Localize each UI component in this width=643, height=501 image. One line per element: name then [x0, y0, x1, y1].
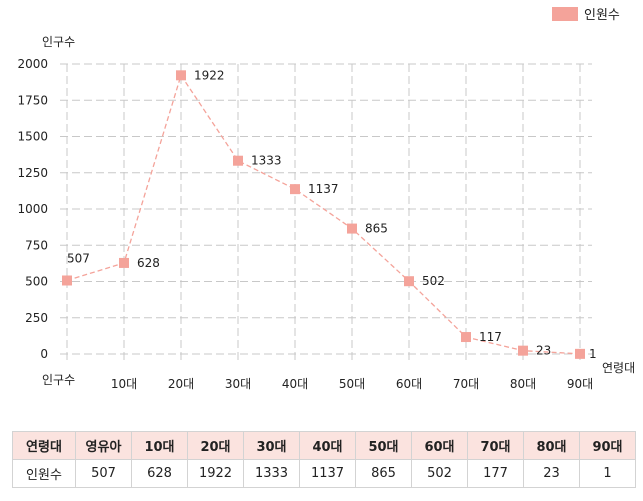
x-tick-label: 80대	[510, 377, 536, 391]
y-axis-title: 인구수	[42, 35, 75, 49]
legend-label: 인원수	[584, 8, 620, 23]
y-tick-label: 750	[25, 238, 48, 252]
data-label: 1137	[308, 182, 339, 196]
table-header-cell: 20대	[187, 431, 244, 460]
data-table: 연령대 영유아 10대 20대 30대 40대 50대 60대 70대 80대 …	[12, 431, 636, 488]
data-label: 1333	[251, 154, 282, 168]
x-tick-label: 20대	[168, 377, 194, 391]
y-tick-label: 0	[40, 347, 48, 361]
table-cell: 628	[131, 459, 188, 488]
x-tick-label: 40대	[282, 377, 308, 391]
table-header-cell: 10대	[131, 431, 188, 460]
x-tick-label: 인구수	[42, 373, 75, 387]
table-cell: 1	[579, 459, 636, 488]
x-tick-label: 10대	[111, 377, 137, 391]
x-axis-title: 연령대	[602, 361, 635, 375]
data-point	[233, 155, 243, 166]
x-tick-label: 70대	[453, 377, 479, 391]
x-axis-ticks: 인구수 10대 20대 30대 40대 50대 60대 70대 80대 90대	[42, 373, 593, 391]
y-tick-label: 1500	[17, 130, 48, 144]
table-cell: 23	[523, 459, 580, 488]
data-label: 502	[422, 274, 445, 288]
data-point	[176, 70, 186, 81]
data-label: 1922	[194, 68, 225, 82]
table-cell: 177	[467, 459, 524, 488]
y-axis-ticks: 0 250 500 750 1000 1250 1500 1750 2000	[17, 57, 48, 361]
data-label: 628	[137, 256, 160, 270]
table-cell: 인원수	[12, 459, 76, 488]
data-point	[461, 332, 471, 343]
table-header-cell: 40대	[299, 431, 356, 460]
table-row: 인원수 507 628 1922 1333 1137 865 502 177 2…	[12, 459, 636, 488]
data-label: 23	[536, 344, 551, 358]
table-cell: 502	[411, 459, 468, 488]
table-cell: 1333	[243, 459, 300, 488]
legend: 인원수	[552, 7, 620, 23]
table-header-cell: 90대	[579, 431, 636, 460]
data-point	[575, 348, 585, 359]
table-header-cell: 연령대	[12, 431, 76, 460]
data-label: 117	[479, 330, 502, 344]
table-cell: 865	[355, 459, 412, 488]
y-tick-label: 1750	[17, 93, 48, 107]
series-line-path	[66, 73, 581, 355]
data-point	[518, 345, 528, 356]
y-tick-label: 250	[25, 311, 48, 325]
table-cell: 1922	[187, 459, 244, 488]
table-cell: 507	[75, 459, 132, 488]
grid	[60, 63, 592, 362]
legend-swatch	[552, 7, 578, 21]
y-tick-label: 2000	[17, 57, 48, 71]
table-cell: 1137	[299, 459, 356, 488]
table-header-row: 연령대 영유아 10대 20대 30대 40대 50대 60대 70대 80대 …	[12, 431, 636, 460]
table-header-cell: 50대	[355, 431, 412, 460]
data-point	[119, 257, 129, 268]
data-points	[62, 70, 585, 359]
data-point	[62, 275, 72, 286]
y-tick-label: 1250	[17, 166, 48, 180]
data-point	[290, 184, 300, 195]
data-point	[404, 276, 414, 287]
data-labels: 507 628 1922 1333 1137 865 502 117 23 1	[67, 68, 597, 361]
y-tick-label: 500	[25, 275, 48, 289]
series-line	[66, 73, 581, 355]
table-header-cell: 80대	[523, 431, 580, 460]
table-header-cell: 영유아	[75, 431, 132, 460]
data-label: 1	[589, 347, 597, 361]
table-header-cell: 70대	[467, 431, 524, 460]
table-header-cell: 30대	[243, 431, 300, 460]
x-tick-label: 30대	[225, 377, 251, 391]
data-point	[347, 223, 357, 234]
x-tick-label: 50대	[339, 377, 365, 391]
data-label: 865	[365, 222, 388, 236]
table-header-cell: 60대	[411, 431, 468, 460]
line-chart: 0 250 500 750 1000 1250 1500 1750 2000 인구수 10대 20대…	[17, 7, 635, 391]
y-tick-label: 1000	[17, 202, 48, 216]
x-tick-label: 90대	[567, 377, 593, 391]
data-label: 507	[67, 251, 90, 265]
x-tick-label: 60대	[396, 377, 422, 391]
